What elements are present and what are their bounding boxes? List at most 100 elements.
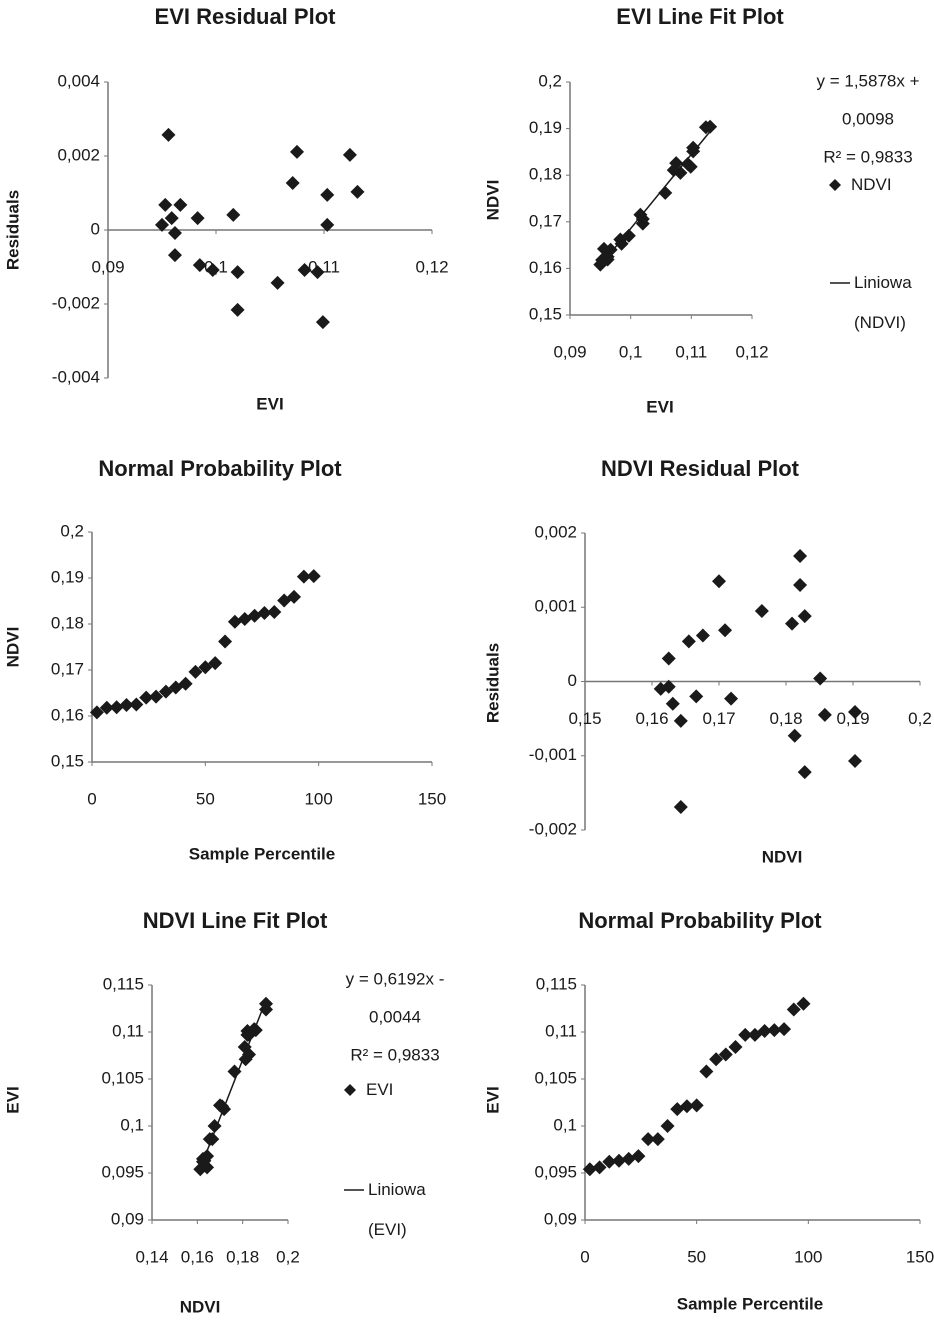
y-tick-label: 0 xyxy=(568,671,577,690)
point xyxy=(167,248,182,263)
y-tick-label: 0,2 xyxy=(538,71,562,90)
point xyxy=(797,609,812,624)
y-tick-label: 0,002 xyxy=(57,145,100,164)
x-tick-label: 50 xyxy=(687,1247,706,1266)
y-tick-label: 0,1 xyxy=(120,1115,144,1134)
point xyxy=(188,664,203,679)
point xyxy=(718,623,733,638)
point xyxy=(611,1153,626,1168)
point xyxy=(270,275,285,290)
x-axis-label: Sample Percentile xyxy=(189,844,335,863)
annotation: y = 1,5878x + xyxy=(816,71,919,90)
y-tick-label: 0,18 xyxy=(51,613,84,632)
point xyxy=(796,996,811,1011)
point xyxy=(621,228,636,243)
point xyxy=(99,700,114,715)
point xyxy=(218,634,233,649)
legend-label: EVI xyxy=(366,1080,394,1099)
y-tick-label: 0,095 xyxy=(534,1162,577,1181)
y-axis-label: EVI xyxy=(3,1086,22,1113)
point xyxy=(205,262,220,277)
chart-title: Normal Probability Plot xyxy=(98,456,342,481)
y-tick-label: 0,16 xyxy=(529,258,562,277)
point xyxy=(155,217,169,232)
chart-title: EVI Line Fit Plot xyxy=(616,4,784,29)
point xyxy=(257,605,272,620)
point xyxy=(297,262,312,277)
point xyxy=(777,1022,792,1037)
legend-marker xyxy=(344,1084,356,1096)
legend-marker xyxy=(829,179,841,191)
point xyxy=(681,634,696,649)
point xyxy=(190,211,205,226)
y-tick-label: -0,001 xyxy=(529,745,577,764)
point xyxy=(793,577,808,592)
x-axis-label: EVI xyxy=(256,394,283,413)
point xyxy=(673,799,688,814)
y-tick-label: -0,002 xyxy=(52,293,100,312)
legend-label: NDVI xyxy=(851,175,892,194)
x-tick-label: 0,12 xyxy=(415,257,448,276)
x-tick-label: 0,2 xyxy=(276,1247,300,1266)
point xyxy=(718,1047,733,1062)
point xyxy=(602,1154,617,1169)
x-tick-label: 0,2 xyxy=(908,709,932,728)
point xyxy=(641,1132,656,1147)
point xyxy=(631,1149,646,1164)
x-tick-label: 0,09 xyxy=(91,257,124,276)
point xyxy=(695,628,710,643)
point xyxy=(679,1099,694,1114)
point xyxy=(230,302,245,317)
y-tick-label: 0,19 xyxy=(529,118,562,137)
point xyxy=(689,1098,704,1113)
point xyxy=(738,1027,753,1042)
x-tick-label: 0,1 xyxy=(619,342,643,361)
y-tick-label: 0,19 xyxy=(51,567,84,586)
point xyxy=(728,1040,743,1055)
point xyxy=(267,605,282,620)
chart-title: EVI Residual Plot xyxy=(155,4,337,29)
point xyxy=(635,216,650,231)
point xyxy=(208,656,223,671)
y-tick-label: 0,1 xyxy=(553,1115,577,1134)
annotation: R² = 0,9833 xyxy=(823,147,912,166)
x-tick-label: 0,14 xyxy=(135,1247,168,1266)
legend-label: Liniowa (NDVI) xyxy=(854,273,912,332)
point xyxy=(230,265,245,280)
chart-title: NDVI Line Fit Plot xyxy=(143,908,328,933)
x-tick-label: 0,11 xyxy=(675,342,707,361)
point xyxy=(661,651,676,666)
point xyxy=(285,176,300,191)
y-tick-label: 0,105 xyxy=(534,1068,577,1087)
point xyxy=(306,569,321,584)
x-tick-label: 0,09 xyxy=(553,342,586,361)
point xyxy=(813,671,828,686)
x-tick-label: 0,16 xyxy=(635,709,668,728)
point xyxy=(786,1002,801,1017)
point xyxy=(793,549,808,564)
point xyxy=(614,236,629,251)
y-tick-label: 0,002 xyxy=(534,522,577,541)
chart-title: NDVI Residual Plot xyxy=(601,456,800,481)
point xyxy=(757,1024,772,1039)
annotation: 0,0044 xyxy=(369,1007,421,1026)
point xyxy=(582,1162,597,1177)
x-tick-label: 0 xyxy=(580,1247,589,1266)
x-tick-label: 150 xyxy=(906,1247,934,1266)
point xyxy=(767,1023,782,1038)
point xyxy=(785,616,800,631)
point xyxy=(158,197,173,212)
point xyxy=(712,574,726,589)
point xyxy=(669,156,684,171)
y-tick-label: 0,17 xyxy=(529,211,562,230)
x-axis-label: Sample Percentile xyxy=(677,1294,823,1313)
y-tick-label: 0,001 xyxy=(534,597,577,616)
point xyxy=(320,187,335,202)
x-tick-label: 0,18 xyxy=(226,1247,259,1266)
x-tick-label: 0,18 xyxy=(769,709,802,728)
point xyxy=(167,225,182,240)
point xyxy=(129,697,144,712)
y-tick-label: 0 xyxy=(91,219,100,238)
x-tick-label: 0,16 xyxy=(181,1247,214,1266)
